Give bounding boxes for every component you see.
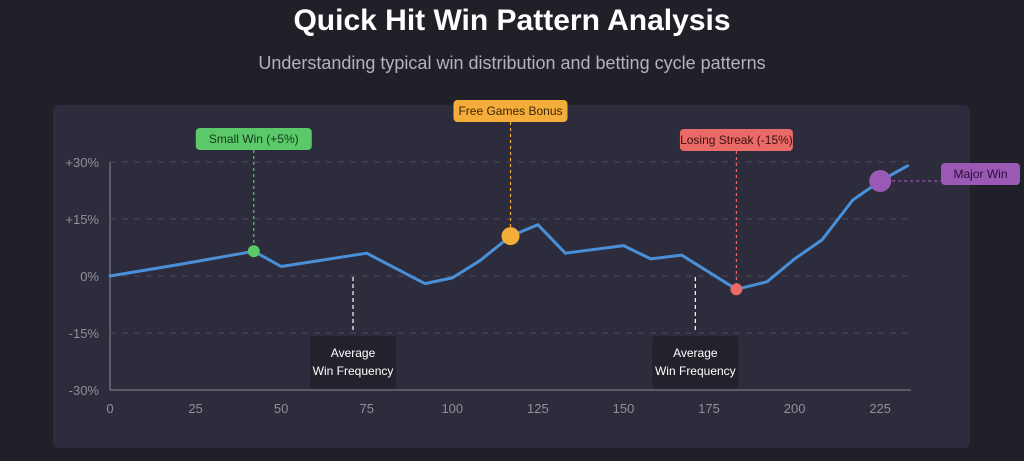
- x-tick-label: 0: [106, 401, 113, 416]
- annotation-label-box: [941, 163, 1020, 185]
- annotation-label-box: [453, 100, 568, 122]
- annotation-marker: [730, 283, 743, 296]
- page-subtitle: Understanding typical win distribution a…: [258, 53, 766, 73]
- note-text: Win Frequency: [655, 364, 736, 378]
- x-tick-label: 75: [359, 401, 373, 416]
- note-text: Average: [331, 346, 376, 360]
- data-series-line: [108, 164, 910, 291]
- annotation-label: Small Win (+5%): [209, 132, 299, 146]
- x-tick-label: 25: [188, 401, 202, 416]
- annotation-marker: [247, 245, 260, 258]
- x-tick-label: 125: [527, 401, 549, 416]
- x-tick-label: 150: [613, 401, 635, 416]
- x-tick-label: 225: [869, 401, 891, 416]
- annotation-label: Losing Streak (-15%): [680, 133, 793, 147]
- y-tick-label: -30%: [69, 383, 100, 398]
- x-tick-label: 175: [698, 401, 720, 416]
- note-box: [652, 336, 739, 389]
- annotation-label-box: [679, 129, 793, 151]
- x-tick-label: 200: [784, 401, 806, 416]
- page-title: Quick Hit Win Pattern Analysis: [293, 4, 731, 37]
- note-text: Win Frequency: [313, 364, 394, 378]
- annotation-marker: [869, 170, 892, 192]
- y-tick-label: 0%: [80, 269, 99, 284]
- y-tick-label: +30%: [65, 155, 99, 170]
- annotation-label: Major Win: [953, 167, 1007, 181]
- y-tick-label: -15%: [69, 326, 100, 341]
- annotation-label: Free Games Bonus: [458, 104, 562, 118]
- x-tick-label: 100: [441, 401, 463, 416]
- note-box: [310, 336, 397, 389]
- y-tick-label: +15%: [65, 212, 99, 227]
- annotation-marker: [501, 227, 520, 246]
- note-text: Average: [673, 346, 718, 360]
- x-tick-label: 50: [274, 401, 288, 416]
- annotation-label-box: [195, 128, 312, 150]
